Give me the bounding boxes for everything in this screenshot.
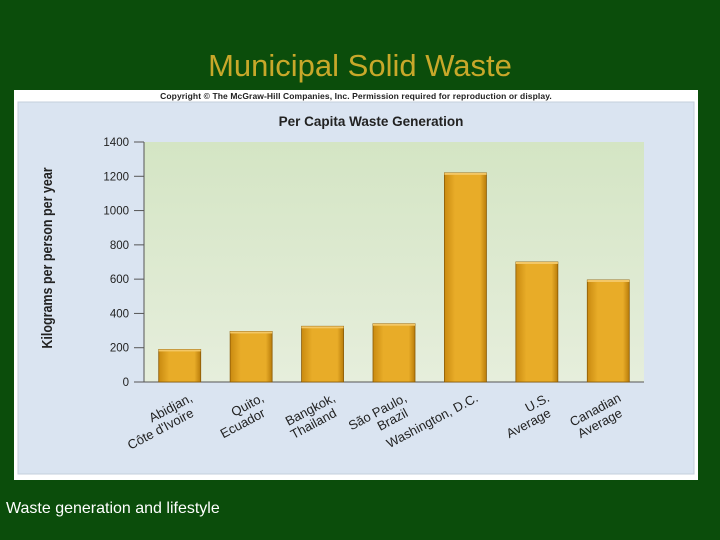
bar-top-highlight: [373, 323, 415, 326]
slide-caption: Waste generation and lifestyle: [6, 500, 220, 517]
y-tick-label: 0: [123, 377, 129, 389]
bar-top-highlight: [301, 326, 344, 329]
copyright-notice: Copyright © The McGraw-Hill Companies, I…: [160, 91, 552, 101]
y-axis-label: Kilograms per person per year: [39, 167, 55, 349]
bar: [229, 331, 273, 383]
y-tick-label: 200: [110, 343, 129, 355]
y-tick-label: 800: [110, 240, 129, 252]
slide-title: Municipal Solid Waste: [208, 48, 512, 83]
y-tick-label: 1400: [103, 137, 129, 149]
bar-top-highlight: [158, 349, 201, 352]
y-tick-label: 400: [110, 308, 129, 320]
bar-top-highlight: [587, 280, 630, 282]
bar: [515, 261, 559, 383]
y-tick-label: 1000: [103, 206, 129, 218]
bar: [586, 279, 630, 383]
y-tick-label: 600: [110, 274, 129, 286]
chart-title: Per Capita Waste Generation: [279, 114, 464, 129]
bar-top-highlight: [230, 331, 273, 334]
chart-figure: 0 200 400 600 800 1000 1200 1400 Abidjan,Côte d'…: [14, 90, 698, 480]
bar: [301, 325, 344, 383]
bar-top-highlight: [444, 172, 487, 175]
bar-top-highlight: [515, 262, 558, 264]
bar: [372, 323, 416, 383]
y-tick-label: 1200: [103, 171, 129, 183]
bar: [444, 172, 487, 383]
bar: [158, 349, 202, 383]
